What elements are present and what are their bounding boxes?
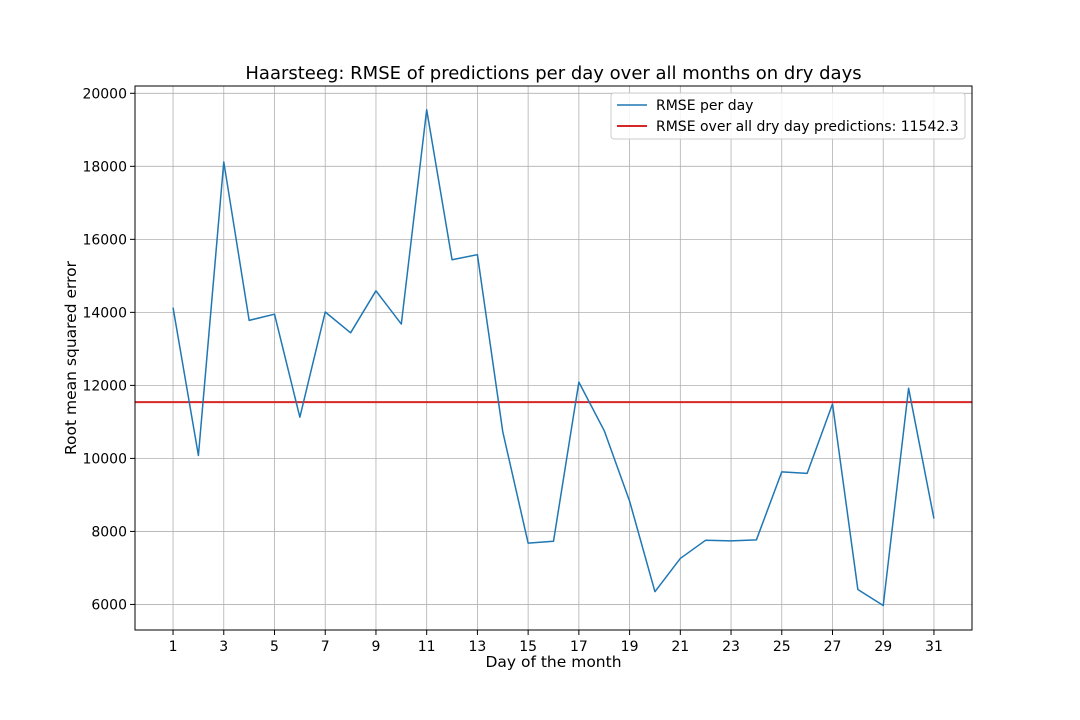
x-tick-label: 11 [418,639,436,655]
axes-frame [134,85,973,631]
x-tick-label: 31 [925,639,943,655]
grid-lines [135,86,972,630]
y-tick-label: 8000 [91,524,127,540]
y-tick-label: 20000 [82,86,127,102]
x-tick-label: 13 [468,639,486,655]
x-tick-label: 17 [570,639,588,655]
x-tick-label: 21 [671,639,689,655]
y-tick-label: 14000 [82,305,127,321]
x-tick-label: 3 [219,639,228,655]
legend-box [610,92,966,140]
plot-area [135,108,972,607]
y-tick-label: 18000 [82,159,127,175]
x-tick-label: 7 [321,639,330,655]
x-tick-label: 1 [169,639,178,655]
x-tick-label: 19 [621,639,639,655]
x-tick-label: 9 [371,639,380,655]
x-tick-label: 27 [824,639,842,655]
y-tick-label: 6000 [91,597,127,613]
x-tick-label: 25 [773,639,791,655]
x-tick-label: 29 [874,639,892,655]
x-axis-label: Day of the month [485,653,621,671]
axis-ticks: 1 3 5 7 9 11 13 15 17 19 21 23 25 27 29 316000800010000… [82,86,942,655]
x-tick-label: 5 [270,639,279,655]
legend-label-overall-rmse: RMSE over all dry day predictions: 11542… [656,119,959,135]
legend-label-rmse-per-day: RMSE per day [656,98,753,114]
x-tick-label: 23 [722,639,740,655]
y-tick-label: 16000 [82,232,127,248]
series-line-rmse-per-day [172,108,935,607]
chart-title: Haarsteeg: RMSE of predictions per day o… [245,63,861,84]
y-tick-label: 12000 [82,378,127,394]
y-axis-label: Root mean squared error [62,260,80,455]
y-tick-label: 10000 [82,451,127,467]
x-tick-label: 15 [519,639,537,655]
legend: RMSE per day RMSE over all dry day predi… [610,92,966,140]
